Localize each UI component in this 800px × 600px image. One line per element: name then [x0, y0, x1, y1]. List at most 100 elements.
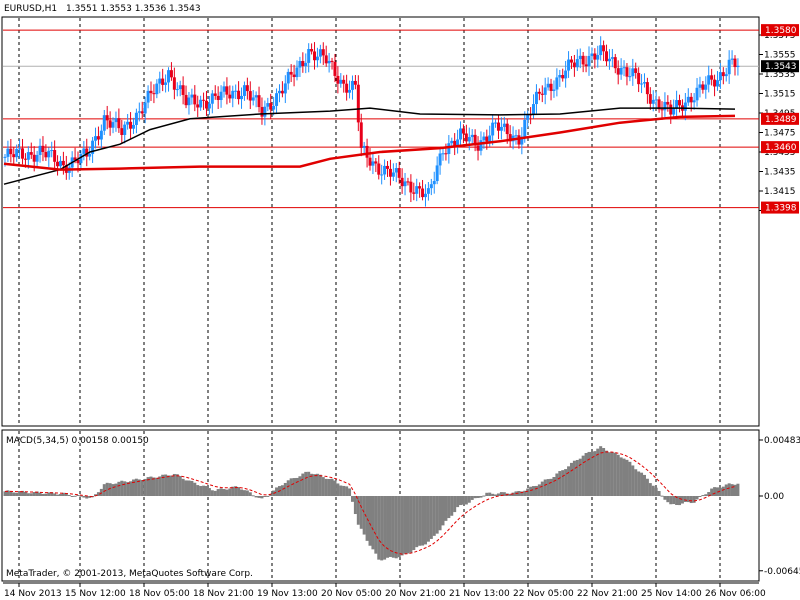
macd-bar — [199, 486, 203, 496]
candle-body — [155, 83, 159, 95]
candle-body — [345, 83, 349, 93]
candle-body — [584, 64, 588, 67]
macd-bar — [187, 480, 191, 496]
candle-body — [6, 148, 10, 157]
macd-label: MACD(5,34,5) 0.00158 0.00150 — [6, 436, 149, 446]
candle-body — [540, 93, 544, 95]
macd-bar — [114, 483, 118, 496]
macd-bar — [660, 495, 664, 497]
candle-body — [526, 114, 530, 120]
macd-bar — [567, 466, 571, 496]
macd-bar — [292, 478, 296, 496]
macd-bar — [158, 476, 162, 496]
candle-body — [479, 140, 483, 151]
candle-body — [231, 90, 235, 99]
candle-body — [58, 160, 62, 167]
time-label: 18 Nov 21:00 — [193, 589, 254, 599]
candle-body — [715, 80, 719, 87]
candle-body — [456, 139, 460, 146]
macd-bar — [552, 476, 556, 496]
macd-bar — [134, 478, 138, 496]
candle-body — [450, 140, 454, 144]
candle-body — [289, 71, 293, 75]
macd-bar — [418, 496, 422, 546]
macd-bar — [549, 478, 553, 496]
candle-body — [386, 165, 390, 169]
candle-body — [546, 83, 550, 88]
candle-body — [552, 89, 556, 91]
level-price-box — [761, 201, 799, 214]
candle-body — [167, 70, 171, 83]
candle-body — [88, 153, 92, 157]
candle-body — [505, 123, 509, 135]
macd-bar — [263, 496, 267, 497]
macd-bar — [625, 459, 629, 496]
candle-body — [286, 71, 290, 84]
macd-bar — [631, 465, 635, 496]
macd-bar — [371, 496, 375, 550]
time-label: 21 Nov 13:00 — [449, 589, 510, 599]
macd-bar — [613, 452, 617, 496]
candle-body — [362, 145, 366, 148]
candle-body — [184, 94, 188, 106]
candle-body — [146, 90, 150, 103]
macd-bar — [485, 492, 489, 496]
candle-body — [356, 84, 360, 123]
macd-bar — [149, 476, 153, 496]
macd-bar — [590, 451, 594, 496]
macd-bar — [181, 478, 185, 496]
candle-body — [543, 87, 547, 95]
macd-bar — [41, 493, 45, 496]
macd-bar — [736, 483, 740, 496]
candle-body — [672, 108, 676, 115]
candle-body — [129, 121, 133, 129]
macd-bar — [108, 483, 112, 496]
macd-bar — [666, 496, 670, 503]
candle-body — [181, 85, 185, 95]
candle-body — [648, 94, 652, 104]
candle-body — [137, 111, 141, 113]
candle-body — [476, 145, 480, 151]
level-price-box — [761, 24, 799, 37]
ma-fast-line — [3, 114, 736, 171]
candle-body — [196, 104, 200, 108]
candle-body — [459, 128, 463, 140]
macd-bar — [204, 486, 208, 496]
macd-bar — [532, 486, 536, 496]
candle-body — [324, 55, 328, 64]
candle-body — [383, 165, 387, 175]
macd-bar — [38, 492, 42, 496]
time-label: 26 Nov 06:00 — [705, 589, 766, 599]
candle-body — [499, 126, 503, 131]
candle-body — [669, 104, 673, 115]
macd-bar — [210, 490, 214, 496]
candle-body — [426, 188, 430, 194]
macd-bar — [578, 458, 582, 496]
macd-bar — [569, 462, 573, 496]
macd-bar — [18, 491, 22, 496]
candle-body — [313, 51, 317, 61]
candle-body — [272, 105, 276, 110]
macd-bar — [456, 496, 460, 508]
candle-body — [412, 192, 416, 194]
candle-body — [587, 55, 591, 67]
candle-body — [631, 68, 635, 77]
macd-bar — [251, 495, 255, 497]
macd-pane — [1, 429, 760, 582]
macd-bar — [70, 496, 74, 497]
candle-body — [126, 121, 130, 125]
macd-bar — [56, 494, 60, 496]
candle-body — [29, 152, 33, 155]
macd-bar — [704, 494, 708, 496]
macd-bar — [286, 480, 290, 496]
macd-bar — [280, 485, 284, 496]
macd-bar — [689, 496, 693, 504]
candle-body — [140, 111, 144, 114]
candle-body — [114, 118, 118, 123]
macd-bar — [47, 492, 51, 496]
macd-bar — [15, 492, 19, 496]
candle-body — [447, 143, 451, 155]
time-label: 14 Nov 2013 — [4, 589, 62, 599]
macd-bar — [318, 474, 322, 496]
candle-body — [415, 186, 419, 194]
